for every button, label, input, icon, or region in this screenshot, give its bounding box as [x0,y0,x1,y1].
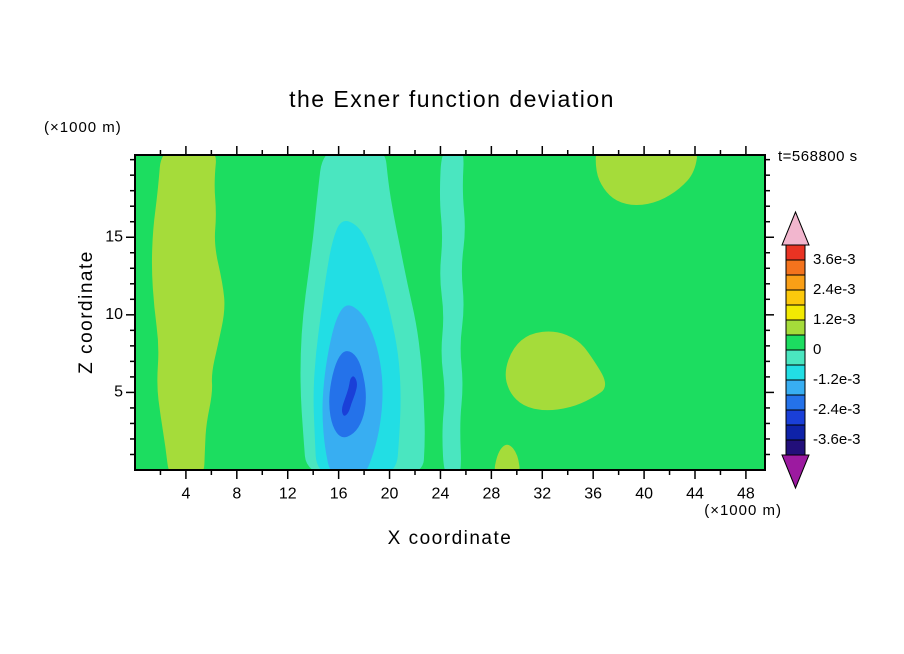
x-tick-label: 44 [686,485,704,502]
y-axis-label: Z coordinate [76,250,97,374]
left-positive-band [151,155,225,470]
colorbar-band [785,304,806,321]
x-tick-label: 36 [584,485,602,502]
colorbar-over-arrow [781,210,810,246]
x-tick-label: 40 [635,485,653,502]
time-stamp-label: t=568800 s [778,148,858,165]
y-tick-label: 10 [105,306,123,323]
bottom-positive-patch [494,444,520,470]
x-tick-label: 4 [181,485,190,502]
colorbar-band [785,274,806,291]
colorbar: 3.6e-3 2.4e-3 1.2e-3 0 -1.2e-3 -2.4e-3 -3.6e-3 [781,210,861,490]
colorbar-label: 2.4e-3 [813,281,856,298]
colorbar-band [785,409,806,426]
colorbar-band [785,394,806,411]
y-tick-label: 5 [114,384,123,401]
colorbar-under-arrow [781,454,810,490]
x-tick-label: 20 [381,485,399,502]
x-tick-label: 8 [232,485,241,502]
colorbar-band [785,349,806,366]
y-tick-label: 15 [105,228,123,245]
colorbar-band [785,259,806,276]
colorbar-label: -2.4e-3 [813,401,861,418]
colorbar-band [785,364,806,381]
right-positive-blob [505,331,606,411]
y-axis-units: (×1000 m) [44,119,122,136]
colorbar-label: -3.6e-3 [813,431,861,448]
contour-fills [135,155,765,470]
vertical-negative-strip [439,155,465,470]
colorbar-label: 1.2e-3 [813,311,856,328]
colorbar-band [785,244,806,261]
colorbar-band [785,289,806,306]
colorbar-band [785,424,806,441]
colorbar-label: -1.2e-3 [813,371,861,388]
x-axis-label: X coordinate [387,528,513,549]
colorbar-label: 3.6e-3 [813,251,856,268]
x-tick-label: 24 [432,485,450,502]
x-tick-label: 16 [330,485,348,502]
x-tick-label: 28 [482,485,500,502]
x-tick-label: 12 [279,485,297,502]
colorbar-band [785,334,806,351]
colorbar-band [785,439,806,456]
chart-title: the Exner function deviation [289,86,615,112]
colorbar-band [785,319,806,336]
x-tick-label: 32 [533,485,551,502]
axis-ticks [126,146,774,479]
x-axis-units: (×1000 m) [704,502,782,519]
dark-blue-streak [341,376,357,416]
colorbar-band [785,379,806,396]
colorbar-label: 0 [813,341,821,358]
x-tick-label: 48 [737,485,755,502]
top-right-positive-region [595,155,697,206]
plot-frame [134,154,766,471]
